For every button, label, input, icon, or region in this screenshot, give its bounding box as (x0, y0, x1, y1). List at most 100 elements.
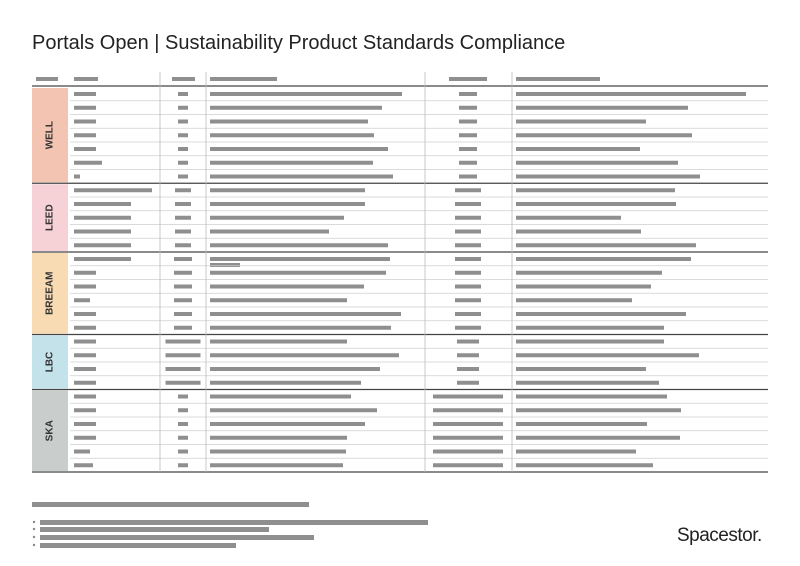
redacted-text (174, 257, 192, 261)
bullet (32, 527, 36, 531)
redacted-text (178, 119, 188, 124)
redacted-text (455, 202, 481, 206)
redacted-text (516, 202, 676, 206)
redacted-text (74, 394, 96, 399)
redacted-text (74, 367, 96, 371)
redacted-text (455, 257, 481, 261)
redacted-text (174, 312, 192, 316)
redacted-text (210, 408, 377, 413)
redacted-text (457, 367, 479, 371)
redacted-text (210, 174, 393, 179)
redacted-text (178, 174, 188, 179)
redacted-text (165, 353, 201, 358)
redacted-text (165, 380, 201, 385)
group-band (32, 335, 68, 389)
redacted-text (210, 284, 364, 289)
redacted-text (455, 229, 481, 234)
redacted-text (210, 270, 386, 275)
redacted-text (449, 77, 487, 81)
redacted-text (210, 298, 347, 303)
redacted-text (210, 215, 344, 220)
redacted-text (74, 105, 96, 110)
redacted-text (455, 270, 481, 275)
redacted-text (74, 422, 96, 426)
redacted-text (516, 463, 653, 468)
redacted-text (455, 298, 481, 303)
redacted-text (459, 174, 477, 179)
redacted-text (455, 312, 481, 316)
redacted-text (210, 133, 374, 138)
redacted-text (175, 215, 191, 220)
redacted-text (516, 312, 686, 316)
redacted-text (210, 422, 365, 426)
redacted-text (74, 463, 93, 468)
redacted-text (40, 527, 269, 532)
redacted-text (174, 284, 192, 289)
redacted-text (74, 353, 96, 358)
redacted-text (516, 257, 691, 261)
redacted-text (74, 77, 98, 81)
redacted-text (74, 92, 96, 96)
redacted-text (433, 463, 503, 468)
redacted-text (174, 298, 192, 303)
redacted-text (174, 270, 192, 275)
bullet (32, 520, 36, 524)
group-label: LBC (45, 352, 56, 373)
redacted-text (74, 325, 96, 330)
redacted-text (210, 263, 240, 267)
redacted-text (174, 325, 192, 330)
redacted-text (175, 202, 191, 206)
redacted-text (210, 435, 347, 440)
bullet (32, 535, 36, 539)
page-title: Portals Open | Sustainability Product St… (32, 32, 565, 54)
redacted-text (175, 229, 191, 234)
redacted-text (210, 119, 368, 124)
redacted-text (36, 77, 58, 81)
bullet (32, 543, 36, 547)
redacted-text (74, 188, 152, 193)
logo: Spacestor. (677, 525, 762, 546)
redacted-text (210, 380, 361, 385)
group-label: LEED (45, 204, 56, 231)
redacted-text (74, 408, 96, 413)
redacted-text (210, 463, 343, 468)
group-band (32, 253, 68, 334)
redacted-text (433, 422, 503, 426)
redacted-text (74, 243, 131, 248)
redacted-text (516, 215, 621, 220)
redacted-text (178, 422, 188, 426)
redacted-text (210, 325, 391, 330)
redacted-text (74, 215, 131, 220)
redacted-text (516, 449, 636, 454)
redacted-text (74, 257, 131, 261)
redacted-text (516, 160, 678, 165)
redacted-text (459, 119, 477, 124)
redacted-text (74, 284, 96, 289)
redacted-text (210, 92, 402, 96)
redacted-text (516, 119, 646, 124)
redacted-text (516, 435, 680, 440)
redacted-text (74, 119, 96, 124)
redacted-text (40, 520, 428, 525)
group-label: WELL (45, 121, 56, 149)
redacted-text (32, 502, 309, 507)
group-band (32, 184, 68, 251)
redacted-text (210, 353, 399, 358)
redacted-text (433, 449, 503, 454)
redacted-text (459, 160, 477, 165)
redacted-text (74, 380, 96, 385)
redacted-text (455, 284, 481, 289)
redacted-text (433, 394, 503, 399)
redacted-text (74, 270, 96, 275)
redacted-text (175, 243, 191, 248)
redacted-text (172, 77, 195, 81)
redacted-text (178, 435, 188, 440)
redacted-text (178, 133, 188, 138)
group-band (32, 88, 68, 183)
redacted-text (178, 160, 188, 165)
redacted-text (210, 202, 365, 206)
redacted-text (459, 133, 477, 138)
redacted-text (178, 394, 188, 399)
redacted-text (516, 339, 664, 344)
redacted-text (210, 339, 347, 344)
